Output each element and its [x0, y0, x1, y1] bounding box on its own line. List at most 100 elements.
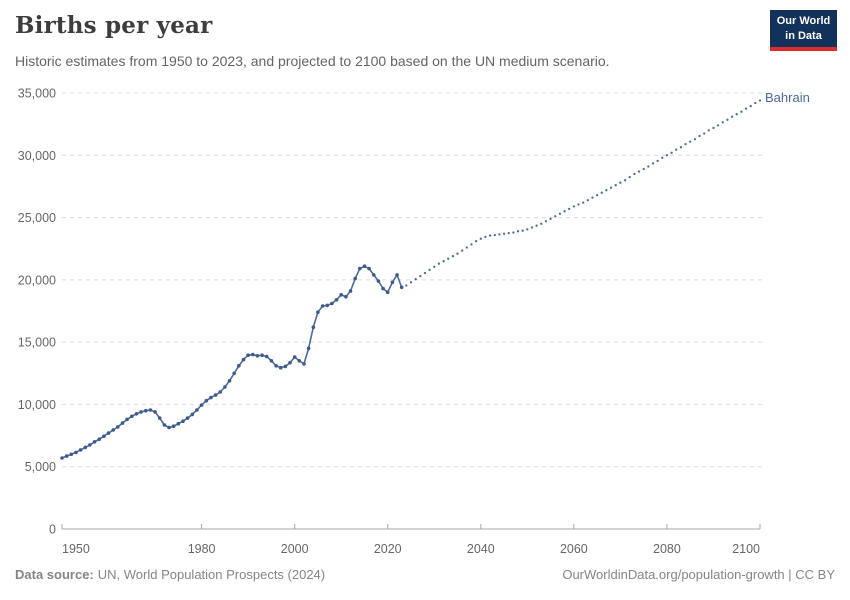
historic-point[interactable] — [376, 279, 381, 283]
historic-point[interactable] — [260, 353, 264, 358]
historic-point[interactable] — [88, 443, 92, 447]
projection-point[interactable] — [605, 189, 608, 192]
projection-point[interactable] — [735, 113, 738, 116]
projection-point[interactable] — [484, 235, 487, 239]
historic-point[interactable] — [339, 293, 344, 297]
projection-point[interactable] — [470, 243, 473, 246]
projection-point[interactable] — [563, 210, 566, 213]
projection-point[interactable] — [493, 233, 496, 237]
projection-point[interactable] — [703, 132, 706, 135]
projection-point[interactable] — [726, 118, 729, 121]
projection-point[interactable] — [549, 217, 552, 220]
historic-point[interactable] — [269, 359, 274, 363]
projection-point[interactable] — [595, 193, 599, 197]
historic-point[interactable] — [102, 434, 106, 439]
historic-point[interactable] — [185, 416, 190, 420]
projection-point[interactable] — [582, 201, 585, 204]
projection-point[interactable] — [544, 220, 548, 223]
projection-point[interactable] — [586, 198, 589, 202]
historic-point[interactable] — [227, 379, 232, 383]
projection-point[interactable] — [512, 231, 515, 234]
historic-point[interactable] — [116, 425, 120, 429]
historic-point[interactable] — [353, 276, 358, 281]
projection-point[interactable] — [451, 255, 455, 258]
projection-point[interactable] — [637, 170, 641, 173]
historic-point[interactable] — [385, 290, 390, 295]
projection-point[interactable] — [670, 151, 673, 154]
projection-point[interactable] — [661, 156, 664, 159]
historic-point[interactable] — [348, 289, 353, 293]
historic-point[interactable] — [97, 437, 101, 442]
projection-point[interactable] — [465, 246, 468, 249]
owid-logo[interactable]: Our World in Data — [770, 10, 837, 51]
projection-point[interactable] — [554, 215, 557, 218]
historic-point[interactable] — [334, 298, 339, 302]
historic-point[interactable] — [218, 390, 222, 394]
historic-point[interactable] — [362, 264, 367, 269]
projection-point[interactable] — [461, 249, 464, 252]
projection-point[interactable] — [693, 137, 697, 141]
projection-point[interactable] — [651, 162, 655, 165]
historic-point[interactable] — [199, 403, 204, 407]
historic-point[interactable] — [144, 408, 148, 413]
historic-point[interactable] — [292, 355, 297, 359]
historic-point[interactable] — [325, 303, 330, 308]
historic-point[interactable] — [171, 424, 176, 429]
historic-point[interactable] — [278, 365, 283, 370]
historic-point[interactable] — [395, 273, 399, 277]
historic-point[interactable] — [153, 410, 157, 414]
historic-point[interactable] — [255, 354, 260, 358]
historic-point[interactable] — [283, 364, 288, 369]
historic-point[interactable] — [306, 346, 311, 351]
historic-point[interactable] — [372, 273, 376, 277]
projection-point[interactable] — [456, 252, 459, 255]
historic-point[interactable] — [311, 325, 316, 330]
historic-point[interactable] — [358, 266, 362, 271]
projection-point[interactable] — [521, 229, 524, 232]
historic-point[interactable] — [237, 364, 241, 368]
projection-point[interactable] — [642, 167, 645, 171]
projection-point[interactable] — [609, 186, 613, 189]
historic-point[interactable] — [111, 428, 115, 432]
projection-point[interactable] — [502, 232, 506, 235]
projection-point[interactable] — [716, 124, 720, 127]
projection-point[interactable] — [689, 140, 692, 143]
projection-point[interactable] — [591, 196, 594, 199]
projection-point[interactable] — [740, 110, 743, 113]
historic-point[interactable] — [330, 301, 334, 306]
historic-point[interactable] — [195, 408, 199, 412]
projection-point[interactable] — [474, 240, 478, 243]
historic-point[interactable] — [344, 294, 348, 299]
projection-point[interactable] — [419, 274, 422, 278]
projection-point[interactable] — [758, 99, 762, 102]
historic-point[interactable] — [320, 304, 325, 308]
projection-point[interactable] — [405, 284, 408, 287]
projection-point[interactable] — [572, 205, 576, 208]
historic-point[interactable] — [167, 425, 171, 430]
historic-point[interactable] — [139, 410, 143, 414]
historic-point[interactable] — [204, 398, 209, 403]
historic-point[interactable] — [288, 360, 292, 365]
historic-point[interactable] — [60, 456, 64, 460]
historic-point[interactable] — [297, 359, 302, 363]
historic-point[interactable] — [316, 310, 320, 315]
historic-point[interactable] — [390, 280, 395, 285]
projection-point[interactable] — [433, 265, 436, 268]
historic-point[interactable] — [64, 454, 69, 458]
projection-point[interactable] — [744, 107, 748, 110]
historic-point[interactable] — [106, 431, 111, 435]
projection-point[interactable] — [540, 222, 543, 225]
projection-point[interactable] — [698, 134, 701, 138]
projection-point[interactable] — [577, 203, 580, 206]
projection-point[interactable] — [488, 234, 492, 237]
projection-point[interactable] — [568, 207, 571, 211]
historic-point[interactable] — [125, 417, 129, 422]
historic-point[interactable] — [381, 286, 385, 291]
historic-point[interactable] — [92, 440, 97, 444]
projection-point[interactable] — [526, 228, 529, 231]
historic-point[interactable] — [232, 371, 236, 376]
projection-point[interactable] — [675, 148, 678, 151]
projection-point[interactable] — [679, 146, 683, 149]
historic-point[interactable] — [246, 353, 250, 358]
historic-point[interactable] — [83, 445, 88, 450]
